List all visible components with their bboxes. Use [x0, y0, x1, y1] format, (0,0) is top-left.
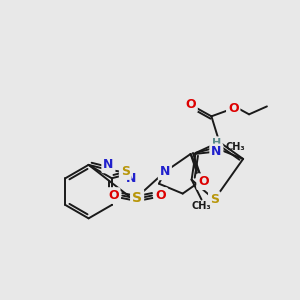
Text: S: S	[132, 190, 142, 205]
Text: CH₃: CH₃	[192, 202, 211, 212]
Text: N: N	[126, 172, 137, 185]
Text: O: O	[198, 175, 209, 188]
Text: O: O	[185, 98, 196, 111]
Text: O: O	[156, 189, 166, 202]
Text: O: O	[228, 102, 238, 115]
Text: CH₃: CH₃	[225, 142, 245, 152]
Text: N: N	[160, 165, 170, 178]
Text: S: S	[121, 165, 130, 178]
Text: S: S	[210, 193, 219, 206]
Text: N: N	[103, 158, 114, 171]
Text: H: H	[212, 138, 221, 148]
Text: O: O	[108, 189, 119, 202]
Text: N: N	[211, 146, 222, 158]
